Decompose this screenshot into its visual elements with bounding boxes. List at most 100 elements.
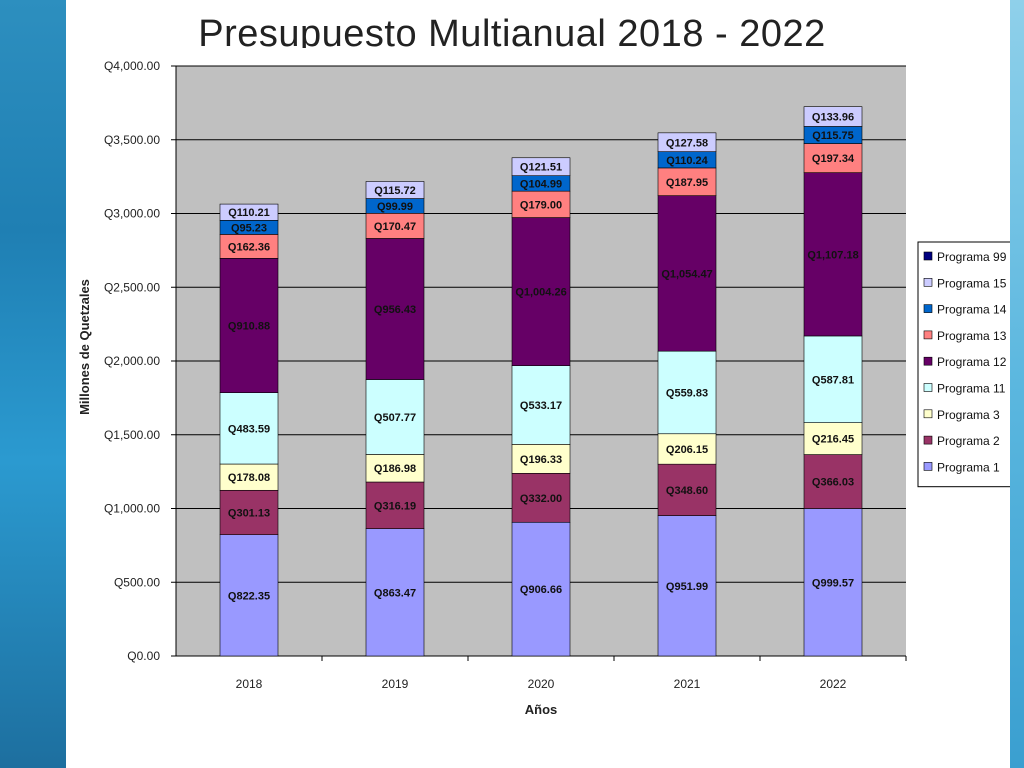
- data-label: Q95.23: [231, 222, 267, 234]
- slide-title: Presupuesto Multianual 2018 - 2022: [198, 13, 826, 48]
- legend-entry: Programa 3: [937, 408, 1000, 422]
- bar-segment: [511, 365, 571, 445]
- data-label: Q187.95: [666, 177, 708, 189]
- y-tick-label: Q2,500.00: [104, 280, 160, 294]
- y-tick-label: Q3,500.00: [104, 133, 160, 147]
- bar-segment: [365, 379, 425, 455]
- legend-entry: Programa 14: [937, 303, 1007, 317]
- y-axis-title: Millones de Quetzales: [77, 279, 92, 415]
- legend-entry: Programa 99: [937, 250, 1007, 264]
- bar-segment: [803, 335, 863, 423]
- legend-swatch: [923, 278, 933, 287]
- data-label: Q170.47: [374, 221, 416, 233]
- data-label: Q507.77: [374, 412, 416, 424]
- x-tick-label: 2021: [674, 677, 701, 691]
- bar-segment: [803, 508, 863, 657]
- data-label: Q1,107.18: [807, 249, 858, 261]
- data-label: Q115.72: [374, 185, 416, 197]
- legend-box: [917, 241, 1010, 488]
- legend-swatch: [923, 409, 933, 419]
- bar-segment: [803, 143, 863, 173]
- data-label: Q366.03: [812, 477, 854, 489]
- bar-segment: [219, 463, 279, 491]
- data-label: Q216.45: [812, 434, 854, 446]
- bar-segment: [511, 217, 571, 366]
- bar-segment: [511, 444, 571, 474]
- bar-segment: [657, 132, 717, 152]
- legend-entry: Programa 11: [937, 382, 1006, 396]
- bar-segment: [365, 528, 425, 657]
- bar-segment: [803, 422, 863, 455]
- data-label: Q196.33: [520, 454, 562, 466]
- data-label: Q587.81: [812, 374, 854, 386]
- bar-segment: [657, 433, 717, 465]
- legend-entry: Programa 15: [937, 276, 1007, 290]
- y-tick-label: Q4,000.00: [104, 59, 160, 73]
- data-label: Q110.24: [666, 155, 708, 167]
- y-tick-label: Q3,000.00: [104, 207, 160, 221]
- legend-swatch: [923, 435, 933, 445]
- data-label: Q121.51: [520, 162, 562, 174]
- legend-swatch: [923, 251, 933, 261]
- data-label: Q110.21: [228, 207, 270, 219]
- stacked-bar-chart: Q0.00 Q500.00 Q1,000.00 Q1,500.00 Q2,000.00 Q…: [77, 59, 1010, 717]
- data-label: Q1,004.26: [515, 287, 566, 299]
- bar-segment: [365, 454, 425, 483]
- chart-panel: Q0.00 Q500.00 Q1,000.00 Q1,500.00 Q2,000.00 Q…: [66, 48, 1010, 720]
- x-tick-label: 2018: [236, 677, 263, 691]
- bar-segment: [803, 106, 863, 127]
- y-tick-label: Q0.00: [127, 649, 160, 663]
- slide-right-decoration: [1010, 0, 1024, 768]
- data-label: Q332.00: [520, 493, 562, 505]
- bar-segment: [219, 258, 279, 393]
- legend-swatch: [923, 462, 933, 471]
- data-label: Q910.88: [228, 321, 270, 333]
- x-axis-title: Años: [525, 702, 558, 717]
- data-label: Q179.00: [520, 199, 562, 211]
- data-label: Q1,054.47: [661, 268, 712, 280]
- bar-segment: [657, 463, 717, 516]
- bar-segment: [803, 172, 863, 337]
- legend-entry: Programa 1: [937, 460, 1000, 474]
- data-label: Q197.34: [812, 153, 855, 165]
- legend-swatch: [923, 356, 933, 366]
- y-tick-label: Q1,500.00: [104, 428, 160, 442]
- data-label: Q115.75: [812, 130, 854, 142]
- y-tick-label: Q500.00: [114, 575, 160, 589]
- legend-entry: Programa 2: [937, 434, 1000, 448]
- x-tick-label: 2020: [528, 677, 555, 691]
- bar-segment: [365, 213, 425, 239]
- y-tick-label: Q2,000.00: [104, 354, 160, 368]
- data-label: Q559.83: [666, 387, 708, 399]
- data-label: Q956.43: [374, 304, 416, 316]
- bar-segment: [511, 521, 571, 657]
- data-label: Q186.98: [374, 463, 416, 475]
- data-label: Q104.99: [520, 178, 562, 190]
- bar-segment: [657, 350, 717, 435]
- legend-swatch: [923, 383, 933, 392]
- data-label: Q906.66: [520, 584, 562, 596]
- data-label: Q951.99: [666, 581, 708, 593]
- legend-swatch: [923, 304, 933, 313]
- data-label: Q206.15: [666, 444, 708, 456]
- legend-entry: Programa 12: [937, 355, 1007, 369]
- bar-segment: [219, 203, 279, 221]
- bar-segment: [511, 157, 571, 176]
- bar-segment: [365, 481, 425, 529]
- data-label: Q133.96: [812, 112, 854, 124]
- bar-segment: [803, 454, 863, 509]
- legend-swatch: [923, 330, 933, 340]
- data-label: Q99.99: [377, 201, 413, 213]
- data-label: Q178.08: [228, 472, 270, 484]
- data-label: Q348.60: [666, 485, 708, 497]
- bar-segment: [511, 472, 571, 523]
- bar-segment: [657, 195, 717, 352]
- data-label: Q533.17: [520, 400, 562, 412]
- bar-segment: [511, 190, 571, 218]
- data-label: Q999.57: [812, 577, 854, 589]
- data-label: Q483.59: [228, 423, 270, 435]
- bar-segment: [219, 489, 279, 536]
- bar-segment: [365, 238, 425, 380]
- data-label: Q316.19: [374, 500, 416, 512]
- slide-left-decoration: [0, 0, 66, 768]
